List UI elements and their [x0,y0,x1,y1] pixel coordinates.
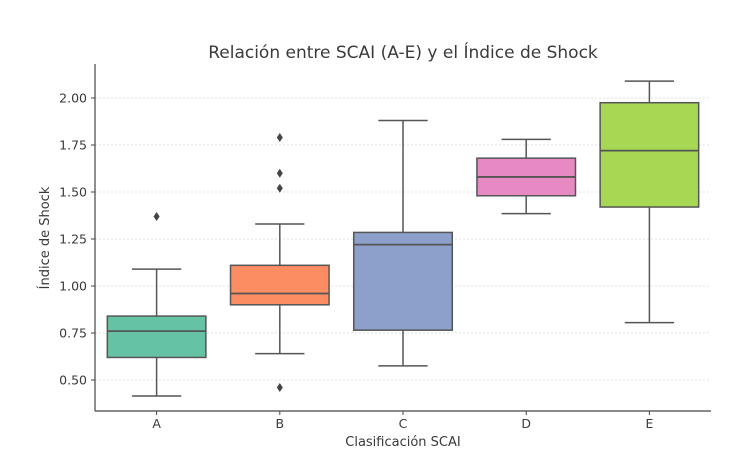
chart-title: Relación entre SCAI (A-E) y el Índice de… [208,41,598,63]
iqr-box [352,231,454,331]
x-tick-label: D [521,416,531,431]
x-tick-label: C [399,416,408,431]
outlier-marker [276,383,283,393]
outlier-marker [153,211,160,221]
y-tick-label: 1.25 [59,232,87,247]
outlier-marker [276,183,283,193]
x-axis-ticks: A B C D E [152,411,653,431]
y-tick-label: 0.75 [59,326,87,341]
x-tick-label: B [276,416,285,431]
x-axis-label: Clasificación SCAI [345,435,460,450]
x-tick-label: E [645,416,653,431]
box-d [476,138,577,215]
boxes [106,80,700,397]
box-b [229,132,330,393]
iqr-box [599,101,700,208]
box-e [599,80,700,324]
x-tick-label: A [152,416,161,431]
y-tick-label: 1.00 [59,279,87,294]
outlier-marker [276,168,283,178]
y-axis-ticks: 0.50 0.75 1.00 1.25 1.50 1.75 2.00 [59,91,95,388]
y-tick-label: 2.00 [59,91,87,106]
iqr-box [229,264,330,306]
y-axis-label: Índice de Shock [37,186,53,289]
box-a [106,211,207,397]
outlier-marker [276,132,283,142]
y-tick-label: 1.50 [59,185,87,200]
iqr-box [106,315,207,359]
y-tick-label: 1.75 [59,138,87,153]
box-c [352,119,454,367]
y-tick-label: 0.50 [59,373,87,388]
